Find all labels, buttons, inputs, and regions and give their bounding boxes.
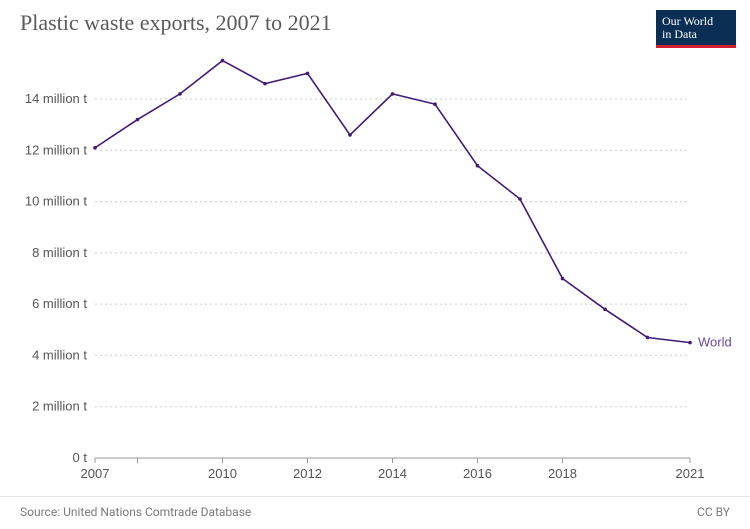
series-marker bbox=[433, 102, 437, 106]
series-marker bbox=[136, 118, 140, 122]
y-tick-label: 10 million t bbox=[25, 194, 88, 209]
x-tick-label: 2012 bbox=[293, 466, 322, 481]
y-tick-label: 12 million t bbox=[25, 142, 88, 157]
series-marker bbox=[518, 197, 522, 201]
y-tick-label: 4 million t bbox=[32, 347, 87, 362]
series-marker bbox=[391, 92, 395, 96]
x-tick-label: 2010 bbox=[208, 466, 237, 481]
series-marker bbox=[221, 59, 225, 63]
series-marker bbox=[688, 341, 692, 345]
chart-area: 0 t 2 million t 4 million t 6 million t 8 mi… bbox=[0, 48, 750, 493]
series-marker bbox=[306, 72, 310, 76]
x-tick-label: 2014 bbox=[378, 466, 407, 481]
logo-line2: in Data bbox=[662, 28, 730, 41]
source-label: Source: United Nations Comtrade Database bbox=[20, 505, 251, 519]
series-marker bbox=[263, 82, 267, 86]
series-marker bbox=[476, 164, 480, 168]
x-tick-label: 2021 bbox=[676, 466, 705, 481]
series-marker bbox=[646, 336, 650, 340]
series-marker bbox=[178, 92, 182, 96]
series-marker bbox=[561, 277, 565, 281]
footer: Source: United Nations Comtrade Database… bbox=[0, 496, 750, 529]
x-tick-label: 2016 bbox=[463, 466, 492, 481]
license-label: CC BY bbox=[697, 505, 730, 519]
series-marker bbox=[603, 307, 607, 311]
chart-title: Plastic waste exports, 2007 to 2021 bbox=[20, 10, 730, 36]
series-marker bbox=[348, 133, 352, 137]
x-tick-label: 2018 bbox=[548, 466, 577, 481]
chart-svg: 0 t 2 million t 4 million t 6 million t 8 mi… bbox=[0, 48, 750, 493]
series-label-world: World bbox=[698, 335, 732, 350]
y-tick-label: 6 million t bbox=[32, 296, 87, 311]
y-tick-label: 0 t bbox=[73, 450, 88, 465]
y-tick-label: 8 million t bbox=[32, 245, 87, 260]
x-tick-label: 2007 bbox=[81, 466, 110, 481]
y-tick-label: 2 million t bbox=[32, 399, 87, 414]
y-tick-label: 14 million t bbox=[25, 91, 88, 106]
owid-logo: Our World in Data bbox=[656, 10, 736, 48]
series-marker bbox=[93, 146, 97, 150]
